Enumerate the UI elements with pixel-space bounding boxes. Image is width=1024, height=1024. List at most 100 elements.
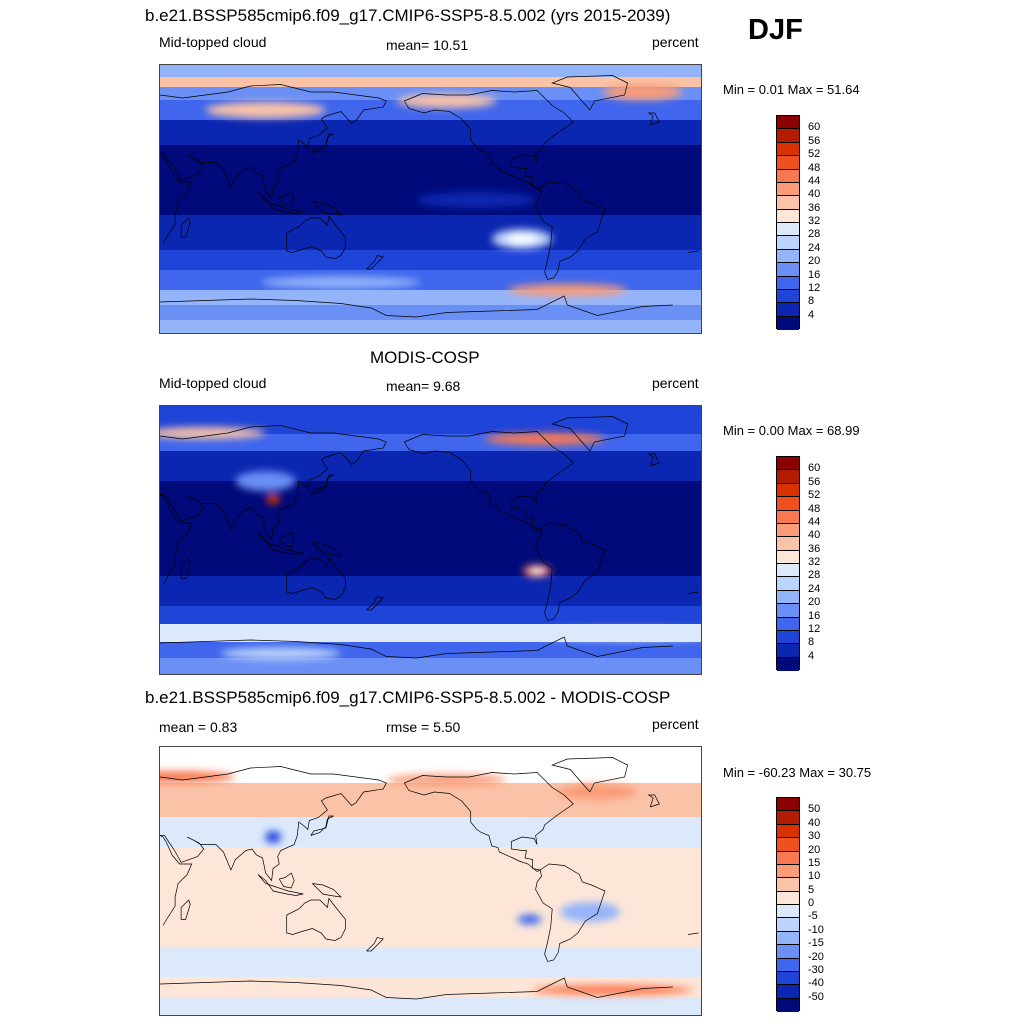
colorbar-tick-label: 60 [808,121,821,134]
colorbar-swatch [777,918,799,932]
panel-2-colorbar [776,456,800,671]
coastline-borneo [278,531,295,548]
field-band [160,65,701,77]
coastline-southAmerica [535,522,606,621]
colorbar-swatch [777,838,799,852]
colorbar-swatch [777,958,799,972]
coastline-indonesia [257,192,304,214]
field-feature [266,494,281,504]
coastline-uk [647,112,660,126]
coastline-australia [286,215,346,259]
colorbar-tick-label: 4 [808,649,815,662]
panel-2-units-label: percent [652,375,699,391]
colorbar-swatch [777,169,799,183]
panel-2-minmax: Min = 0.00 Max = 68.99 [723,423,860,438]
panel-1-variable-label: Mid-topped cloud [159,34,267,50]
coastline-madagascar [180,899,191,920]
panel-3-title: b.e21.BSSP585cmip6.f09_g17.CMIP6-SSP5-8.… [145,688,671,707]
field-band [160,606,701,624]
field-band [160,576,701,606]
season-label: DJF [748,14,803,46]
colorbar-tick-label: 40 [808,188,821,201]
colorbar-swatch [777,630,799,645]
colorbar-tick-label: 10 [808,870,821,883]
field-feature [261,276,421,289]
panel-3-units-label: percent [652,716,699,732]
colorbar-swatch [777,263,799,277]
field-feature [530,568,545,574]
field-feature [160,771,236,783]
colorbar-swatch [777,182,799,197]
panel-1-mean-label: mean= 10.51 [386,37,469,53]
field-feature [386,774,507,786]
field-band [160,250,701,270]
coastline-africa [160,835,699,935]
colorbar-swatch [777,550,799,564]
colorbar-swatch [777,971,799,986]
coastline-southAmerica [535,181,606,280]
field-band [160,320,701,333]
coastline-japan [310,133,334,154]
coastline-newguinea [312,201,342,216]
panel-2-variable-label: Mid-topped cloud [159,375,267,391]
coastline-africa [160,153,699,253]
field-band [160,897,701,947]
coastline-japan [310,815,334,836]
colorbar-swatch [777,811,799,825]
colorbar-swatch [777,156,799,170]
coastline-indonesia [257,874,304,896]
colorbar-tick-label: -20 [808,950,824,963]
panel-1-title: b.e21.BSSP585cmip6.f09_g17.CMIP6-SSP5-8.… [145,6,671,25]
colorbar-swatch [777,523,799,538]
coastline-indonesia [257,533,304,555]
field-feature [507,284,628,296]
field-feature [517,914,542,925]
colorbar-tick-label: -30 [808,963,824,976]
colorbar-swatch [777,657,799,671]
colorbar-tick-label: 48 [808,161,821,174]
panel-3-rmse-label: rmse = 5.50 [386,719,461,735]
field-band [160,120,701,145]
colorbar-tick-label: 20 [808,843,821,856]
colorbar-tick-label: 44 [808,174,821,187]
colorbar-swatch [777,497,799,511]
field-feature [506,234,538,244]
field-band [160,817,701,847]
colorbar-tick-label: 44 [808,515,821,528]
colorbar-tick-label: 12 [808,622,821,635]
colorbar-tick-label: 50 [808,803,821,816]
field-feature [396,94,497,108]
colorbar-tick-label: -40 [808,977,824,990]
panel-1-map [159,64,702,334]
colorbar-swatch [777,510,799,524]
coastline-africa [160,494,699,594]
coastline-greenland [551,75,629,111]
colorbar-swatch [777,798,799,812]
colorbar-tick-label: 5 [808,883,815,896]
colorbar-tick-label: 15 [808,856,821,869]
coastline-newguinea [312,542,342,557]
coastline-japan [310,474,334,495]
colorbar-tick-label: 28 [808,569,821,582]
colorbar-tick-label: -5 [808,910,818,923]
panel-3-colorbar [776,797,800,1012]
coastline-australia [286,556,346,600]
panel-1-units-label: percent [652,34,699,50]
colorbar-tick-label: 20 [808,255,821,268]
coastline-northAmerica [404,90,574,190]
colorbar-swatch [777,945,799,959]
colorbar-tick-label: 32 [808,556,821,568]
colorbar-tick-label: 60 [808,462,821,475]
coastline-northAmerica [404,431,574,531]
colorbar-swatch [777,457,799,471]
field-band [160,847,701,897]
coastline-eurasia [160,766,387,882]
colorbar-swatch [777,617,799,631]
field-feature [537,628,701,640]
colorbar-tick-label: -10 [808,923,824,936]
field-feature [265,831,282,843]
colorbar-swatch [777,998,799,1012]
colorbar-tick-label: 52 [808,148,821,161]
field-band [160,215,701,250]
colorbar-swatch [777,209,799,223]
